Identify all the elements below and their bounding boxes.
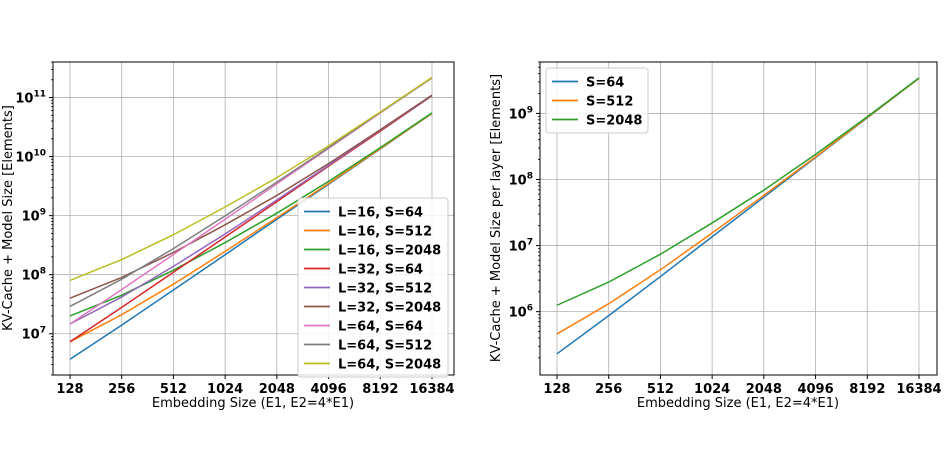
right-x-axis-label: Embedding Size (E1, E2=4*E1)	[637, 396, 839, 411]
right-legend-box	[545, 67, 649, 134]
left-x-tick-label: 256	[108, 382, 135, 397]
left-chart: 128 256 512 1024 2048 4096 8192 16384 107 108 109 1…	[1, 61, 455, 411]
left-y-tick-label: 109	[22, 208, 46, 225]
left-y-tick-label: 1011	[15, 90, 46, 107]
right-x-tick-label: 2048	[746, 382, 782, 397]
right-x-tick-label: 4096	[797, 382, 833, 397]
right-legend-label: S=2048	[586, 114, 642, 129]
left-x-tick-label: 8192	[362, 382, 398, 397]
right-x-tick-label: 16384	[896, 382, 941, 397]
left-x-tick-label: 4096	[310, 382, 346, 397]
left-series-line-8	[69, 76, 433, 282]
right-y-tick-label: 108	[509, 171, 533, 188]
left-y-axis-label: KV-Cache + Model Size [Elements]	[1, 105, 16, 331]
left-x-tick-label: 128	[56, 382, 83, 397]
right-x-tick-label: 512	[647, 382, 674, 397]
right-y-tick-label: 109	[509, 105, 533, 122]
right-series-line-1	[556, 77, 920, 335]
left-legend-label: L=64, S=2048	[338, 358, 441, 373]
left-x-axis-label: Embedding Size (E1, E2=4*E1)	[152, 396, 354, 411]
left-x-tick-label: 16384	[409, 382, 454, 397]
left-series-line-1	[69, 112, 433, 343]
left-y-tick-label: 108	[22, 267, 46, 284]
left-legend-label: L=16, S=2048	[338, 244, 441, 259]
right-x-tick-label: 256	[595, 382, 622, 397]
left-legend-label: L=32, S=512	[338, 282, 432, 297]
left-legend: L=16, S=64 L=16, S=512 L=16, S=2048 L=32, S…	[297, 197, 449, 378]
right-chart: 128 256 512 1024 2048 4096 8192 16384 106 107 108 1…	[489, 61, 942, 411]
right-x-tick-label: 128	[543, 382, 570, 397]
right-y-tick-label: 107	[509, 238, 533, 255]
right-legend: S=64 S=512 S=2048	[545, 67, 649, 134]
left-legend-label: L=16, S=64	[338, 206, 423, 221]
right-series-line-2	[556, 77, 920, 306]
left-legend-label: L=32, S=64	[338, 263, 423, 278]
left-legend-label: L=16, S=512	[338, 225, 432, 240]
left-legend-label: L=64, S=64	[338, 320, 423, 335]
left-y-tick-label: 1010	[15, 149, 46, 166]
left-x-tick-label: 2048	[259, 382, 295, 397]
right-legend-label: S=512	[586, 95, 633, 110]
right-plot-frame	[539, 61, 938, 376]
left-legend-box	[297, 197, 449, 378]
left-legend-label: L=32, S=2048	[338, 301, 441, 316]
right-legend-label: S=64	[586, 76, 624, 91]
left-x-tick-label: 512	[160, 382, 187, 397]
right-x-tick-label: 1024	[694, 382, 730, 397]
left-y-tick-label: 107	[22, 326, 46, 343]
left-x-tick-label: 1024	[207, 382, 243, 397]
left-legend-label: L=64, S=512	[338, 339, 432, 354]
right-y-axis-label: KV-Cache + Model Size per layer [Element…	[489, 74, 504, 362]
right-y-tick-label: 106	[509, 304, 533, 321]
right-x-tick-label: 8192	[849, 382, 885, 397]
